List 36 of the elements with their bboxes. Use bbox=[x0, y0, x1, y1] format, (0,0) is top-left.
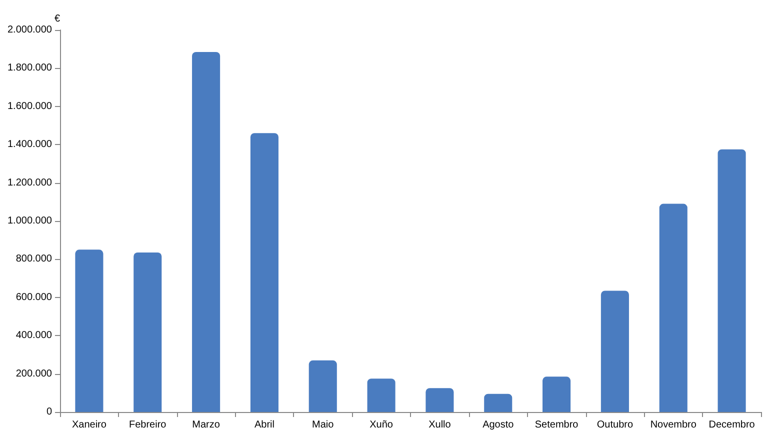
x-tick-label: Maio bbox=[312, 420, 334, 430]
x-tick-label: Xaneiro bbox=[72, 420, 107, 430]
bar bbox=[600, 290, 629, 412]
y-tick-label: 200.000 bbox=[16, 368, 52, 380]
y-tick-label: 400.000 bbox=[16, 330, 52, 342]
y-tick-label: 1.200.000 bbox=[8, 177, 52, 188]
bar bbox=[426, 388, 454, 412]
x-tick-label: Setembro bbox=[534, 420, 579, 430]
x-tick-label: Xullo bbox=[428, 420, 452, 430]
y-tick-label: 1.600.000 bbox=[8, 100, 52, 112]
bar bbox=[484, 394, 512, 412]
y-tick-label: 800.000 bbox=[16, 254, 52, 265]
bar bbox=[718, 149, 746, 412]
x-tick-label: Agosto bbox=[482, 420, 514, 430]
bar bbox=[367, 378, 396, 412]
y-tick-label: 1.400.000 bbox=[8, 139, 52, 150]
y-tick-label: 2.000.000 bbox=[8, 24, 52, 36]
x-tick-label: Xuño bbox=[370, 420, 394, 430]
x-tick-label: Marzo bbox=[192, 420, 220, 430]
x-tick-label: Outubro bbox=[596, 420, 634, 430]
bar bbox=[250, 133, 278, 412]
y-axis-title: € bbox=[54, 14, 60, 24]
x-tick-label: Abril bbox=[254, 420, 274, 430]
x-tick-label: Febreiro bbox=[129, 420, 167, 430]
bar bbox=[308, 360, 337, 412]
bar bbox=[542, 376, 571, 412]
y-tick-label: 1.000.000 bbox=[8, 216, 52, 226]
bar bbox=[192, 52, 220, 412]
bar bbox=[134, 252, 162, 412]
x-tick-label: Decembro bbox=[708, 420, 756, 430]
bar bbox=[75, 250, 104, 412]
x-tick-label: Novembro bbox=[650, 420, 697, 430]
bar bbox=[659, 204, 688, 412]
y-tick-label: 0 bbox=[46, 406, 52, 418]
y-tick-label: 1.800.000 bbox=[8, 62, 52, 74]
y-tick-label: 600.000 bbox=[16, 292, 52, 303]
